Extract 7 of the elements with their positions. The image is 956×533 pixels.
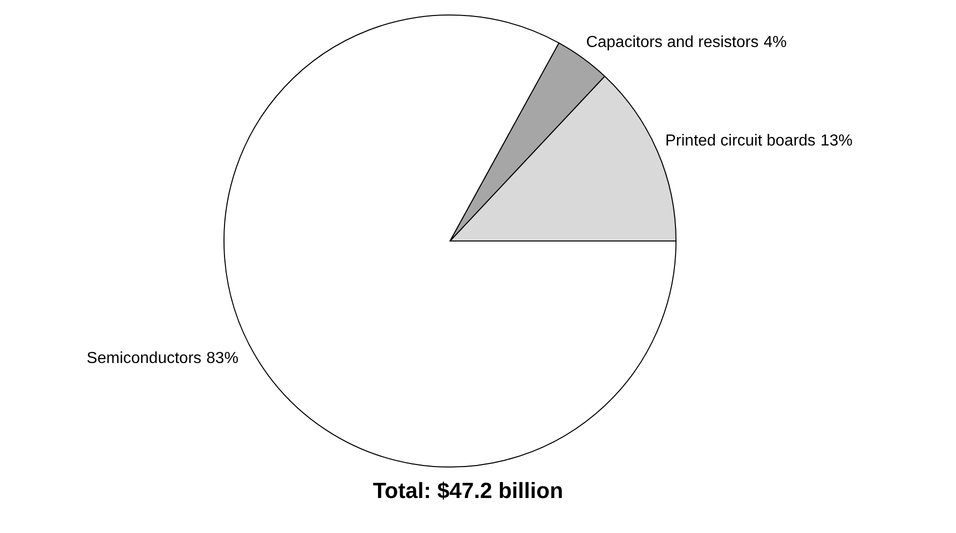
text: Total: $47.2 billion	[372, 478, 564, 504]
data-label: 83%	[206, 350, 238, 367]
data-label: 13%	[820, 132, 853, 150]
data-label: 4%	[764, 33, 787, 50]
slice-label: Capacitors and resistors	[586, 33, 759, 50]
slice-label: Printed circuit boards	[665, 132, 816, 150]
slice-label: Semiconductors	[86, 350, 202, 367]
